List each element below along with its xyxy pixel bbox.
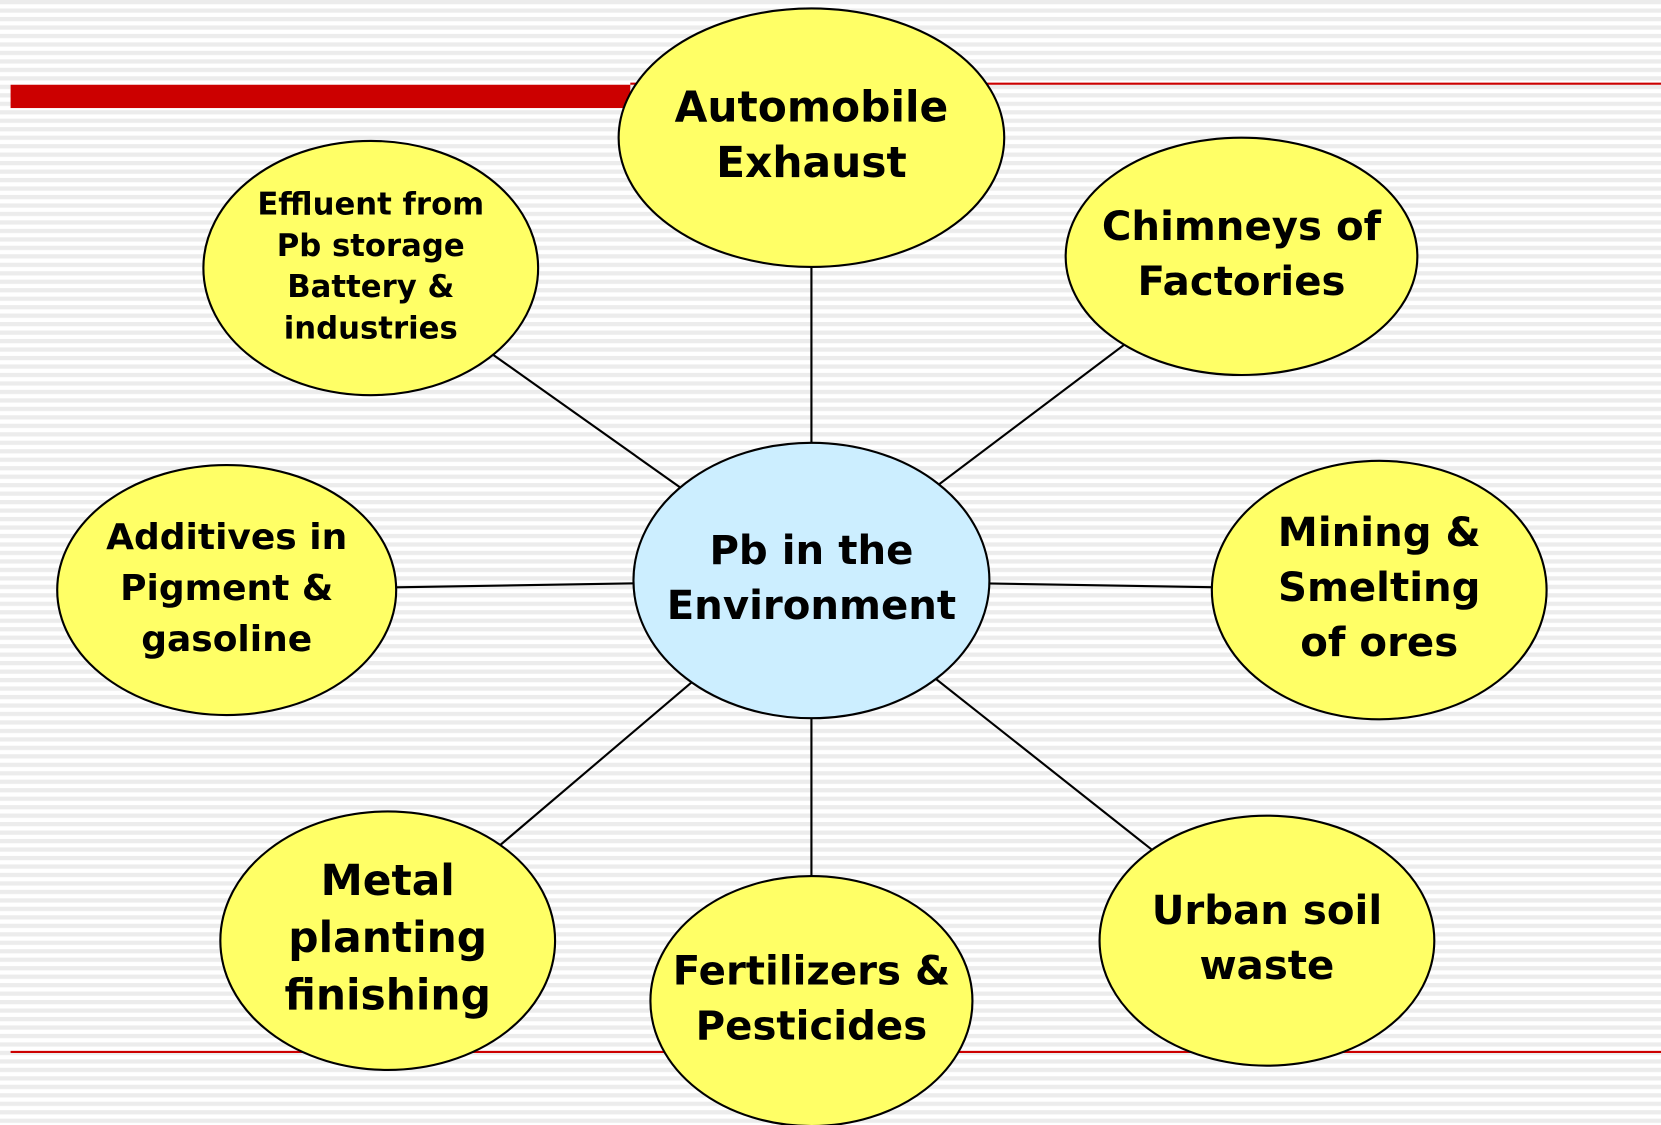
node-label: Factories [1138, 259, 1346, 305]
node-label: Automobile [675, 83, 949, 132]
node-label: Additives in [106, 517, 347, 558]
node-label: Fertilizers & [673, 949, 950, 995]
node-label: Smelting [1278, 565, 1481, 611]
node-label: Metal [321, 856, 455, 905]
node-label: Battery & [287, 269, 454, 305]
source-node [649, 875, 974, 1125]
node-label: Urban soil [1152, 888, 1382, 934]
title-bar [10, 84, 631, 109]
node-label: gasoline [141, 619, 312, 660]
node-label: Chimneys of [1102, 204, 1382, 250]
node-label: Pigment & [120, 568, 333, 609]
node-label: of ores [1300, 620, 1458, 666]
source-node [1064, 136, 1419, 377]
node-label: Environment [667, 583, 956, 629]
node-label: Effluent from [257, 187, 484, 223]
node-label: Pesticides [696, 1004, 928, 1050]
bubbles: Pb in the Environment Automobile Exhaust Chi… [56, 7, 1548, 1125]
node-label: planting [288, 913, 487, 962]
node-label: Pb in the [709, 528, 913, 574]
node-label: Mining & [1278, 510, 1481, 556]
node-label: waste [1200, 943, 1335, 989]
node-label: industries [284, 310, 458, 346]
source-node [219, 810, 557, 1071]
source-node [1098, 814, 1436, 1067]
source-node [1210, 459, 1548, 721]
node-label: Pb storage [277, 228, 465, 264]
source-node [202, 139, 540, 397]
source-node [617, 7, 1006, 269]
node-label: Exhaust [716, 138, 907, 187]
source-node [56, 463, 398, 717]
node-label: finishing [284, 970, 490, 1019]
center-node [632, 441, 991, 720]
